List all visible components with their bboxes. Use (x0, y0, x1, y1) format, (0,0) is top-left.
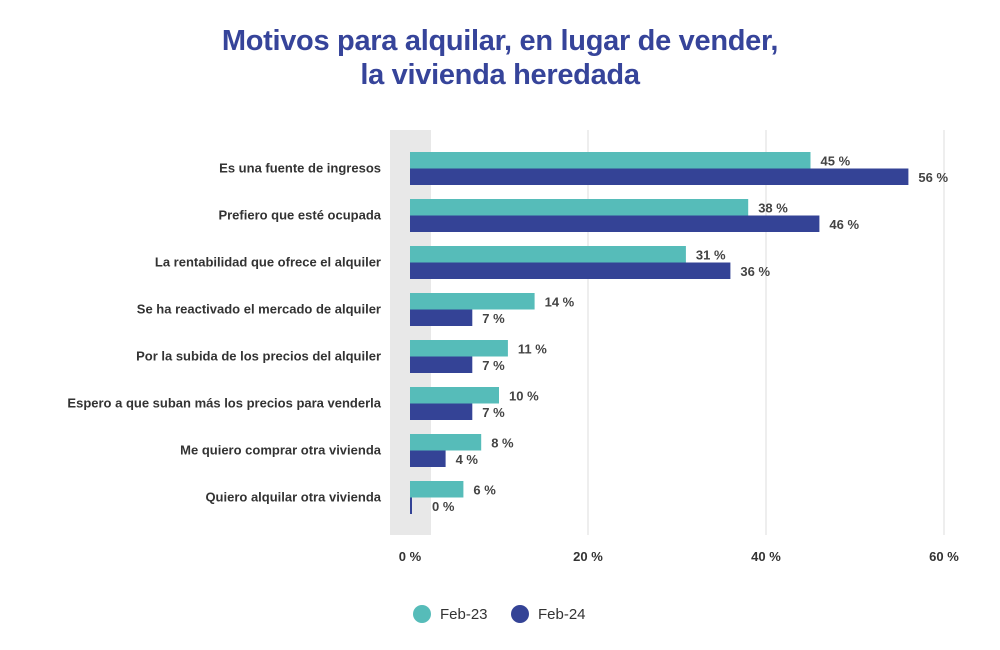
bar-feb-24 (410, 215, 820, 232)
data-label: 4 % (456, 452, 479, 467)
legend-marker-feb-23 (413, 605, 431, 623)
category-label: Me quiero comprar otra vivienda (180, 443, 382, 458)
data-label: 7 % (482, 311, 505, 326)
data-label: 14 % (545, 294, 575, 309)
legend-label: Feb-23 (440, 606, 488, 623)
bar-feb-24 (410, 497, 412, 514)
data-label: 31 % (696, 247, 726, 262)
data-label: 8 % (491, 435, 514, 450)
bar-feb-23 (410, 293, 535, 310)
data-label: 0 % (432, 499, 455, 514)
bar-feb-24 (410, 403, 473, 420)
x-tick-label: 60 % (929, 549, 959, 564)
chart-title-line1: Motivos para alquilar, en lugar de vende… (221, 25, 779, 57)
data-label: 10 % (509, 388, 539, 403)
category-label: Por la subida de los precios del alquile… (136, 349, 381, 364)
category-label: Se ha reactivado el mercado de alquiler (137, 302, 381, 317)
bar-feb-24 (410, 450, 446, 467)
bar-feb-24 (410, 168, 909, 185)
chart-title-line2: la vivienda heredada (360, 59, 640, 91)
x-tick-label: 0 % (399, 549, 422, 564)
bar-feb-23 (410, 152, 811, 169)
bar-feb-23 (410, 434, 482, 451)
legend-marker-feb-24 (511, 605, 529, 623)
data-label: 46 % (829, 217, 859, 232)
chart-title: Motivos para alquilar, en lugar de vende… (0, 24, 1000, 92)
data-label: 6 % (473, 482, 496, 497)
data-label: 56 % (918, 170, 948, 185)
data-label: 45 % (821, 153, 851, 168)
bar-feb-23 (410, 246, 686, 263)
category-label: La rentabilidad que ofrece el alquiler (155, 255, 381, 270)
bar-feb-24 (410, 309, 473, 326)
bar-feb-24 (410, 262, 731, 279)
bar-feb-24 (410, 356, 473, 373)
x-tick-label: 40 % (751, 549, 781, 564)
data-label: 7 % (482, 358, 505, 373)
zero-band (390, 130, 431, 535)
data-label: 11 % (518, 341, 547, 356)
bar-feb-23 (410, 481, 464, 498)
bar-feb-23 (410, 199, 749, 216)
bar-feb-23 (410, 340, 508, 357)
category-label: Es una fuente de ingresos (219, 161, 381, 176)
category-label: Quiero alquilar otra vivienda (205, 490, 381, 505)
x-tick-label: 20 % (573, 549, 603, 564)
data-label: 36 % (740, 264, 770, 279)
category-label: Prefiero que esté ocupada (218, 208, 381, 223)
legend-label: Feb-24 (538, 606, 586, 623)
data-label: 38 % (758, 200, 788, 215)
data-label: 7 % (482, 405, 505, 420)
category-label: Espero a que suban más los precios para … (67, 396, 381, 411)
bar-feb-23 (410, 387, 499, 404)
